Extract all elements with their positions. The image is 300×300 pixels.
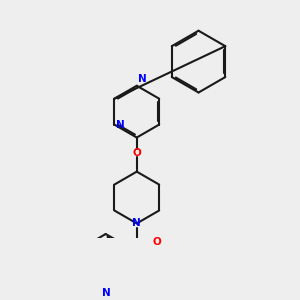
Text: N: N [116,120,124,130]
Text: N: N [102,288,110,298]
Text: O: O [132,148,141,158]
Text: N: N [138,74,147,84]
Text: N: N [132,218,141,228]
Text: O: O [152,237,161,247]
